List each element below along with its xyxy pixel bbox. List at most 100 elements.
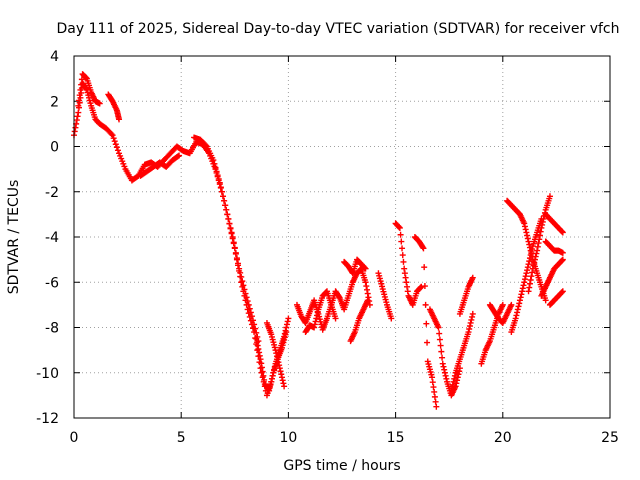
data-point: [526, 258, 533, 265]
data-point: [272, 347, 279, 354]
data-point: [253, 339, 260, 346]
data-point: [273, 353, 280, 360]
data-point: [525, 261, 532, 268]
data-point: [250, 317, 257, 324]
data-point: [76, 97, 83, 104]
data-point: [232, 249, 239, 256]
data-point: [433, 403, 440, 410]
data-point: [528, 249, 535, 256]
y-tick-label: -2: [45, 185, 59, 201]
y-tick-label: 0: [50, 140, 59, 156]
data-point: [244, 298, 251, 305]
data-point: [223, 206, 230, 213]
data-point: [546, 193, 553, 200]
data-point: [449, 384, 456, 391]
data-point: [258, 369, 265, 376]
x-tick-label: 5: [177, 430, 186, 446]
series-plateau-b: [302, 288, 339, 336]
data-point: [517, 294, 524, 301]
data-point: [404, 283, 411, 290]
y-tick-label: -10: [36, 366, 59, 382]
data-point: [228, 229, 235, 236]
data-point: [399, 245, 406, 252]
data-point: [397, 231, 404, 238]
data-point: [396, 224, 403, 231]
data-point: [261, 376, 268, 383]
data-point: [231, 244, 238, 251]
series-upper-trace-b: [105, 91, 123, 123]
data-point: [253, 335, 260, 342]
y-axis-label: SDTVAR / TECUs: [6, 180, 22, 295]
data-point: [431, 388, 438, 395]
y-tick-label: -12: [36, 411, 59, 427]
data-point: [278, 371, 285, 378]
data-point: [527, 252, 534, 259]
y-tick-label: -6: [45, 275, 59, 291]
data-point: [202, 142, 209, 149]
data-point: [176, 152, 183, 159]
data-point: [448, 387, 455, 394]
data-point: [450, 378, 457, 385]
data-point: [259, 368, 266, 375]
data-point: [235, 260, 242, 267]
series-rise-18: [448, 310, 476, 394]
series-trough-branch-b: [263, 319, 288, 390]
data-point: [423, 320, 430, 327]
data-point: [522, 273, 529, 280]
data-point: [229, 234, 236, 240]
data-point: [469, 310, 476, 317]
x-tick-label: 15: [387, 430, 405, 446]
data-point: [214, 172, 221, 179]
data-point: [211, 160, 218, 167]
data-point: [431, 393, 438, 400]
data-point: [530, 262, 537, 269]
data-point: [283, 329, 290, 336]
chart-title: Day 111 of 2025, Sidereal Day-to-day VTE…: [56, 21, 619, 37]
data-point: [532, 253, 539, 260]
data-point: [260, 372, 267, 379]
data-point: [217, 184, 224, 191]
data-point: [438, 348, 445, 355]
data-point: [418, 283, 425, 290]
data-point: [398, 238, 405, 245]
y-tick-label: -8: [45, 321, 59, 337]
data-point: [284, 318, 291, 325]
data-point: [225, 215, 232, 222]
data-point: [76, 92, 83, 99]
data-point: [221, 197, 228, 204]
data-point: [536, 232, 543, 239]
data-point: [242, 290, 249, 297]
data-point: [388, 315, 395, 322]
data-point: [254, 342, 261, 349]
data-point: [534, 243, 541, 250]
data-point: [313, 312, 320, 319]
data-point: [73, 117, 80, 124]
data-point: [514, 306, 521, 313]
series-drop-17: [426, 306, 463, 399]
data-point: [336, 293, 343, 300]
data-point: [245, 301, 252, 308]
data-point: [273, 350, 280, 357]
data-point: [523, 229, 530, 236]
data-point: [451, 375, 458, 382]
data-point: [280, 380, 287, 387]
data-point: [437, 342, 444, 349]
data-points: [71, 71, 566, 410]
data-point: [237, 269, 244, 276]
data-point: [174, 153, 181, 160]
data-point: [240, 282, 247, 289]
data-point: [526, 284, 533, 291]
x-tick-label: 10: [279, 430, 297, 446]
data-point: [524, 264, 531, 271]
data-point: [239, 278, 246, 285]
data-point: [441, 369, 448, 376]
series-mid-cluster-a: [137, 152, 183, 179]
data-point: [508, 301, 515, 308]
data-point: [364, 290, 371, 297]
data-point: [314, 309, 321, 316]
data-point: [246, 305, 253, 312]
data-point: [216, 179, 223, 186]
data-point: [534, 247, 541, 254]
data-point: [278, 374, 285, 381]
data-point: [526, 280, 533, 287]
